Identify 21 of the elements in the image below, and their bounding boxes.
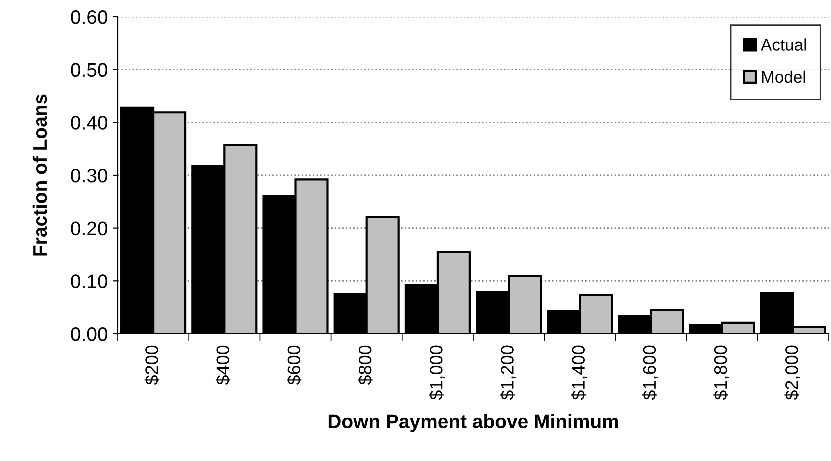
x-tick-label: $2,000 bbox=[784, 346, 800, 400]
x-tick-label: $200 bbox=[144, 346, 160, 386]
y-axis-title: Fraction of Loans bbox=[32, 94, 48, 256]
y-tick-label: 0.30 bbox=[71, 168, 108, 183]
legend-label: Model bbox=[762, 70, 806, 84]
x-axis-title: Down Payment above Minimum bbox=[328, 414, 618, 432]
x-tick-label: $1,600 bbox=[642, 346, 658, 400]
x-tick-label: $1,400 bbox=[571, 346, 588, 400]
y-tick-label: 0.20 bbox=[71, 222, 108, 236]
x-tick-label: $1,800 bbox=[714, 346, 730, 400]
x-tick-label: $600 bbox=[287, 346, 302, 386]
y-tick-label: 0.00 bbox=[71, 327, 108, 342]
x-tick-label: $1,200 bbox=[500, 346, 516, 400]
y-tick-label: 0.60 bbox=[71, 10, 108, 24]
y-tick-label: 0.10 bbox=[71, 274, 108, 288]
x-tick-label: $800 bbox=[358, 346, 373, 386]
x-tick-label: $400 bbox=[216, 346, 231, 386]
y-tick-label: 0.50 bbox=[71, 63, 108, 78]
x-tick-label: $1,000 bbox=[429, 346, 445, 400]
y-tick-label: 0.40 bbox=[71, 116, 108, 130]
legend-label: Actual bbox=[761, 38, 806, 51]
